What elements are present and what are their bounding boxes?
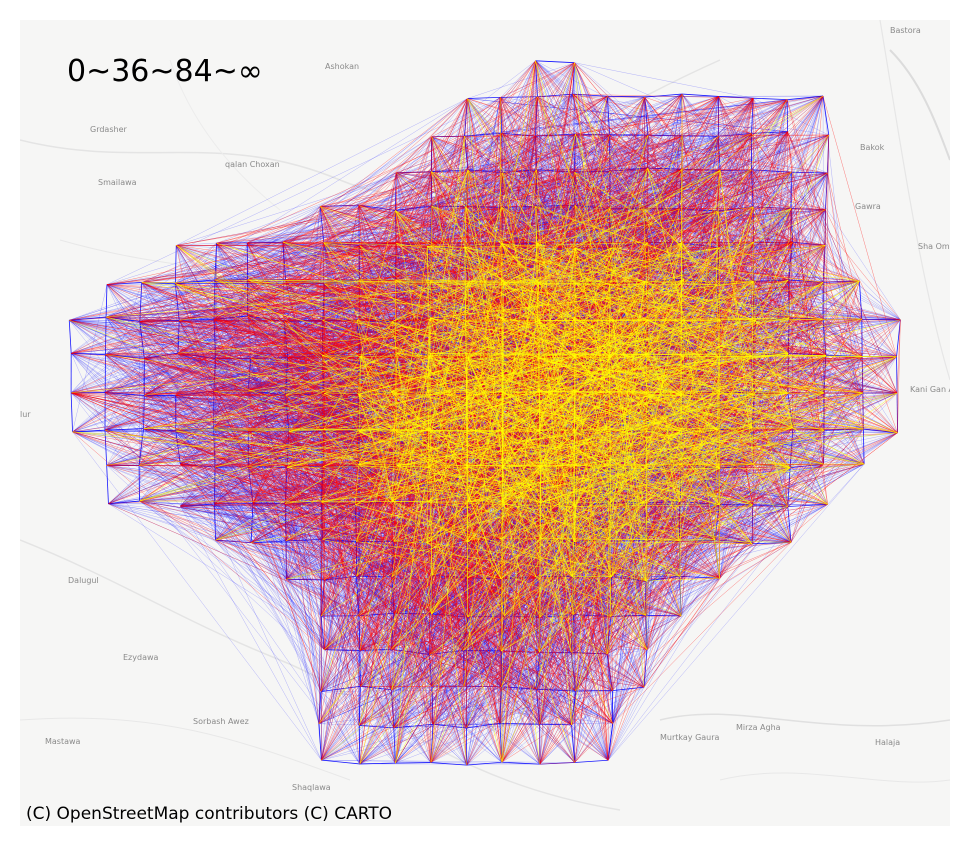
place-label: Ezydawa — [123, 653, 159, 662]
place-label: Halaja — [875, 738, 900, 747]
place-label: Mirza Agha — [736, 723, 781, 732]
legend-label: 0~36~84~∞ — [67, 54, 263, 89]
place-label: Ashokan — [325, 62, 359, 71]
basemap-roads — [20, 20, 950, 811]
place-label: Shaqlawa — [292, 783, 331, 792]
place-label: Bakok — [860, 143, 885, 152]
place-label: Murtkay Gaura — [660, 733, 720, 742]
place-label: Mastawa — [45, 737, 81, 746]
map-attribution: (C) OpenStreetMap contributors (C) CARTO — [26, 804, 393, 824]
place-labels: Bastora Ashokan Grdasher qalan Choxan Sm… — [20, 26, 950, 792]
place-label: Kani Gan Abdul — [910, 385, 950, 394]
place-label: Sha Omr — [918, 242, 950, 251]
place-label: lur — [20, 410, 31, 419]
place-label: Dalugul — [68, 576, 99, 585]
band-84-inf-links — [69, 60, 901, 766]
place-label: Sorbash Awez — [193, 717, 249, 726]
place-label: Bastora — [890, 26, 921, 35]
place-label: qalan Choxan — [225, 160, 280, 169]
place-label: Smailawa — [98, 178, 137, 187]
place-label: Gawra — [855, 202, 881, 211]
place-label: Grdasher — [90, 125, 127, 134]
